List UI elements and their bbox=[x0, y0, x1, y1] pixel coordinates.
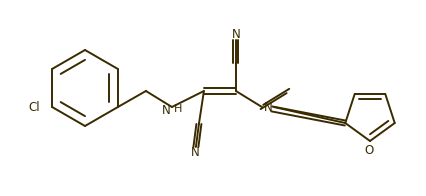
Text: O: O bbox=[364, 143, 374, 156]
Text: N: N bbox=[162, 104, 171, 117]
Text: N: N bbox=[232, 27, 240, 41]
Text: H: H bbox=[174, 104, 182, 114]
Text: Cl: Cl bbox=[29, 101, 40, 113]
Text: N: N bbox=[264, 101, 273, 113]
Text: N: N bbox=[190, 146, 199, 160]
